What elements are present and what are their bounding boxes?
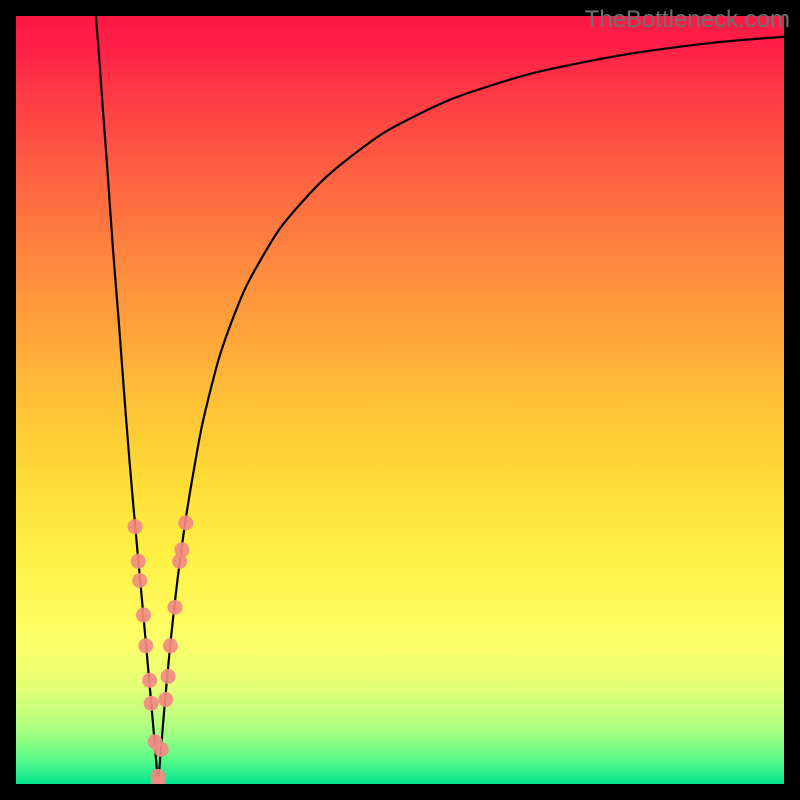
scatter-point xyxy=(178,515,193,530)
scatter-point xyxy=(158,692,173,707)
scatter-point xyxy=(131,554,146,569)
scatter-point xyxy=(138,638,153,653)
scatter-point xyxy=(144,696,159,711)
scatter-point xyxy=(128,519,143,534)
scatter-point xyxy=(167,600,182,615)
scatter-point xyxy=(132,573,147,588)
plot-background xyxy=(16,16,784,784)
scatter-point xyxy=(142,673,157,688)
chart-svg xyxy=(0,0,800,800)
scatter-point xyxy=(174,542,189,557)
scatter-point xyxy=(136,608,151,623)
scatter-point xyxy=(154,742,169,757)
chart-container: TheBottleneck.com xyxy=(0,0,800,800)
scatter-point xyxy=(161,669,176,684)
scatter-point xyxy=(163,638,178,653)
